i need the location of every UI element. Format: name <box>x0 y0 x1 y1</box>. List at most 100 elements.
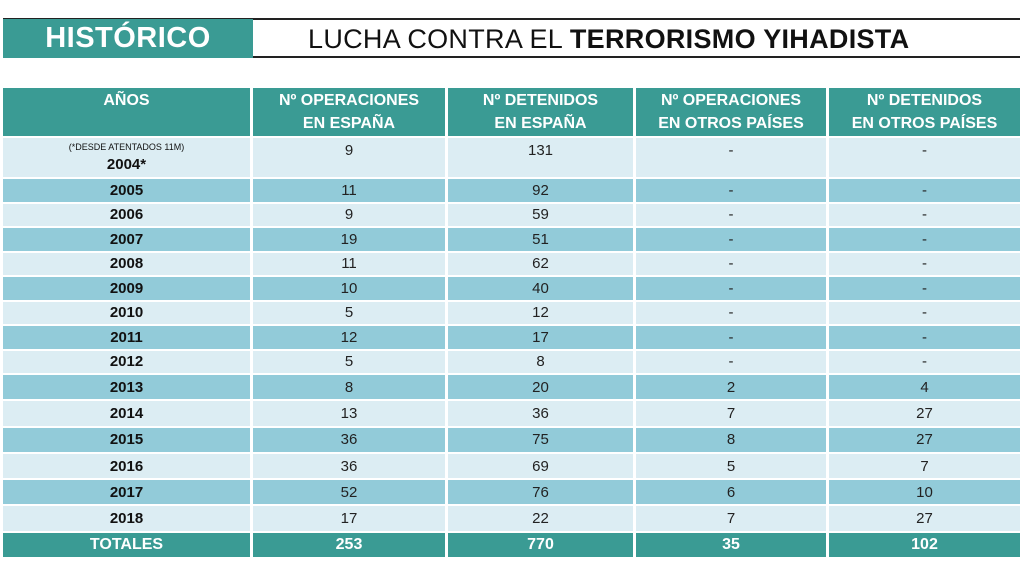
value-cell: 36 <box>253 427 445 452</box>
value-cell: 9 <box>253 203 445 226</box>
column-header: AÑOS <box>3 88 250 136</box>
table-row: 2007 19 51- - <box>3 228 1020 251</box>
value-cell: 36 <box>253 453 445 479</box>
year-cell: 2018 <box>3 506 250 531</box>
value-cell: 9 <box>253 138 445 177</box>
title-bar <box>3 18 1020 58</box>
year-cell: 2014 <box>3 401 250 426</box>
year-note: (*DESDE ATENTADOS 11M) <box>68 142 185 152</box>
value-cell: 27 <box>829 427 1020 452</box>
value-cell: 76 <box>448 480 633 505</box>
table-row: (*DESDE ATENTADOS 11M) 2004* 9 131- - <box>3 138 1020 177</box>
value-cell: - <box>829 350 1020 373</box>
value-cell: 8 <box>253 375 445 400</box>
title-bold: TERRORISMO YIHADISTA <box>569 24 910 54</box>
value-cell: 5 <box>253 350 445 373</box>
year-cell: 2008 <box>3 252 250 275</box>
column-header: Nº OPERACIONES EN ESPAÑA <box>253 88 445 136</box>
value-cell: - <box>829 203 1020 226</box>
totals-label: TOTALES <box>3 532 250 557</box>
value-cell: 17 <box>253 506 445 531</box>
value-cell: - <box>829 179 1020 202</box>
value-cell: 75 <box>448 427 633 452</box>
column-header-line: EN OTROS PAÍSES <box>658 115 804 132</box>
page-title: LUCHA CONTRA EL TERRORISMO YIHADISTA <box>308 19 909 58</box>
value-cell: 62 <box>448 252 633 275</box>
totals-row: TOTALES 253 770 35 102 <box>3 532 1020 557</box>
total-cell: 253 <box>253 532 445 557</box>
value-cell: 52 <box>253 480 445 505</box>
value-cell: 12 <box>448 301 633 324</box>
year-cell: 2016 <box>3 453 250 479</box>
value-cell: 10 <box>829 480 1020 505</box>
table-row: 2013 8 20 2 4 <box>3 375 1020 400</box>
table-row: 2010 5 12- - <box>3 301 1020 324</box>
year-cell: 2012 <box>3 350 250 373</box>
table-row: 2018 17 22 7 27 <box>3 506 1020 531</box>
value-cell: 92 <box>448 179 633 202</box>
column-header-line: AÑOS <box>103 92 150 109</box>
table-row: 2011 12 17- - <box>3 326 1020 349</box>
value-cell: 59 <box>448 203 633 226</box>
table-row: 2006 9 59- - <box>3 203 1020 226</box>
table-row: 2005 11 92- - <box>3 179 1020 202</box>
column-header-line: Nº DETENIDOS <box>866 92 983 109</box>
year-cell: 2007 <box>3 228 250 251</box>
value-cell: 36 <box>448 401 633 426</box>
value-cell: 7 <box>636 506 826 531</box>
value-cell: 6 <box>636 480 826 505</box>
table-row: 2012 5 8- - <box>3 350 1020 373</box>
value-cell: 69 <box>448 453 633 479</box>
value-cell: 5 <box>253 301 445 324</box>
column-header-line: Nº OPERACIONES <box>278 92 420 109</box>
value-cell: 131 <box>448 138 633 177</box>
value-cell: 13 <box>253 401 445 426</box>
value-cell: - <box>636 179 826 202</box>
year-cell: 2006 <box>3 203 250 226</box>
section-tag: HISTÓRICO <box>3 19 253 58</box>
column-header: Nº DETENIDOS EN ESPAÑA <box>448 88 633 136</box>
value-cell: - <box>829 326 1020 349</box>
table-row: 2017 52 76 6 10 <box>3 480 1020 505</box>
year-cell: 2013 <box>3 375 250 400</box>
value-cell: - <box>636 350 826 373</box>
year-cell: 2015 <box>3 427 250 452</box>
table-row: 2009 10 40- - <box>3 277 1020 300</box>
year-label: 2004* <box>106 156 147 173</box>
value-cell: - <box>636 277 826 300</box>
history-table: AÑOS Nº OPERACIONES EN ESPAÑA Nº DETENIDOS E… <box>0 86 1023 559</box>
value-cell: - <box>829 252 1020 275</box>
value-cell: - <box>829 138 1020 177</box>
year-cell: 2011 <box>3 326 250 349</box>
value-cell: 11 <box>253 252 445 275</box>
year-cell: (*DESDE ATENTADOS 11M) 2004* <box>3 138 250 177</box>
value-cell: 11 <box>253 179 445 202</box>
value-cell: - <box>636 252 826 275</box>
value-cell: 2 <box>636 375 826 400</box>
value-cell: - <box>636 203 826 226</box>
value-cell: 27 <box>829 401 1020 426</box>
table-header-row: AÑOS Nº OPERACIONES EN ESPAÑA Nº DETENIDOS E… <box>3 88 1020 136</box>
total-cell: 35 <box>636 532 826 557</box>
value-cell: 7 <box>636 401 826 426</box>
value-cell: - <box>636 326 826 349</box>
value-cell: 8 <box>448 350 633 373</box>
value-cell: - <box>829 301 1020 324</box>
column-header-line: EN ESPAÑA <box>494 115 587 132</box>
value-cell: 5 <box>636 453 826 479</box>
value-cell: - <box>636 138 826 177</box>
value-cell: 20 <box>448 375 633 400</box>
value-cell: - <box>636 228 826 251</box>
year-cell: 2005 <box>3 179 250 202</box>
value-cell: 40 <box>448 277 633 300</box>
table-row: 2016 36 69 5 7 <box>3 453 1020 479</box>
table-row: 2008 11 62- - <box>3 252 1020 275</box>
value-cell: 51 <box>448 228 633 251</box>
value-cell: 7 <box>829 453 1020 479</box>
table-row: 2015 36 75 8 27 <box>3 427 1020 452</box>
value-cell: 19 <box>253 228 445 251</box>
value-cell: 27 <box>829 506 1020 531</box>
value-cell: 12 <box>253 326 445 349</box>
year-cell: 2009 <box>3 277 250 300</box>
column-header-line: EN ESPAÑA <box>302 115 396 132</box>
